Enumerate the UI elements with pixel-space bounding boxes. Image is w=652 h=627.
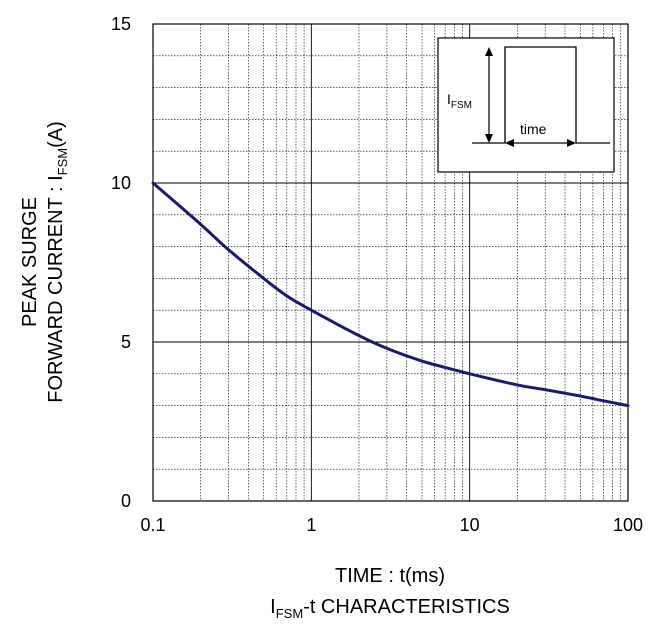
x-tick-label: 0.1	[140, 515, 165, 535]
y-axis-title-line1: PEAK SURGE	[19, 197, 41, 327]
x-tick-label: 10	[460, 515, 480, 535]
y-tick-label: 10	[111, 173, 131, 193]
caption-main: I	[270, 596, 276, 618]
y-tick-label: 15	[111, 14, 131, 34]
y-axis-title: PEAK SURGE FORWARD CURRENT : IFSM(A)	[19, 121, 70, 403]
x-axis-ticks: 0.1 1 10 100	[140, 515, 643, 535]
inset-time-label: time	[520, 121, 547, 137]
inset-ifsm-label: IFSM	[447, 91, 472, 111]
x-tick-label: 1	[306, 515, 316, 535]
y-axis-ticks: 0 5 10 15	[111, 14, 131, 511]
caption-sub: FSM	[276, 606, 303, 621]
inset-amplitude-arrowhead-bottom	[485, 134, 493, 143]
inset-pulse-line	[472, 46, 610, 144]
series-line-ifsm	[151, 181, 630, 408]
caption-rest: -t CHARACTERISTICS	[303, 596, 510, 618]
ylabel-sub: FSM	[55, 148, 70, 175]
inset-time-arrowhead-left	[505, 139, 514, 147]
y-tick-label: 0	[121, 491, 131, 511]
plot-area-border	[152, 23, 629, 502]
inset-pulse-diagram: IFSM time	[437, 37, 615, 173]
inset-time-arrowhead-right	[567, 139, 576, 147]
inset-ifsm-main: I	[447, 91, 451, 107]
x-axis-title: TIME : t(ms)	[335, 565, 445, 587]
ylabel-unit: (A)	[45, 121, 67, 148]
chart-caption: IFSM-t CHARACTERISTICS	[270, 596, 510, 621]
grid	[153, 24, 628, 501]
inset-ifsm-sub: FSM	[451, 100, 472, 111]
ylabel-main: FORWARD CURRENT : I	[45, 175, 67, 402]
y-axis-title-line2: FORWARD CURRENT : IFSM(A)	[45, 121, 70, 403]
inset-amplitude-arrowhead-top	[485, 47, 493, 56]
inset-box	[437, 37, 615, 173]
y-tick-label: 5	[121, 332, 131, 352]
x-tick-label: 100	[613, 515, 643, 535]
